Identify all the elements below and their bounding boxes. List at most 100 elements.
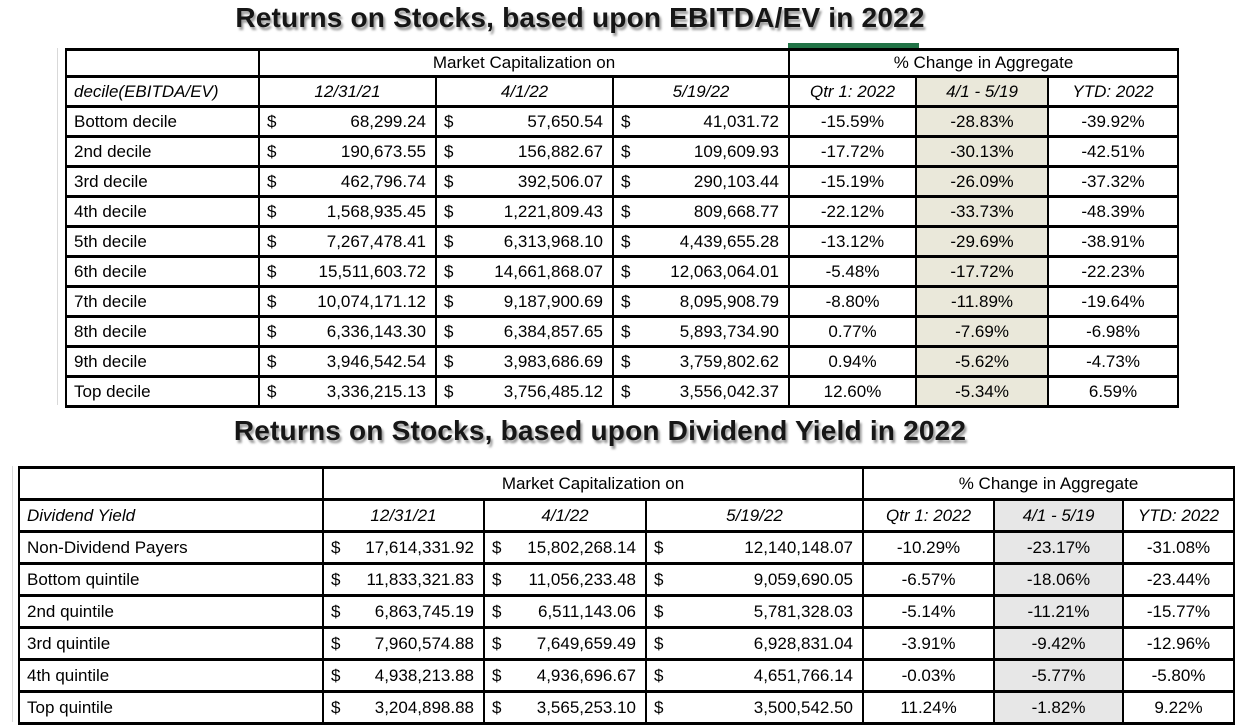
money-cell[interactable]: $6,511,143.06: [483, 594, 647, 629]
row-label[interactable]: 3rd decile: [65, 165, 260, 198]
pct-cell[interactable]: -0.03%: [862, 658, 996, 693]
pct-column-header[interactable]: YTD: 2022: [1047, 75, 1180, 108]
pct-cell[interactable]: 12.60%: [788, 375, 918, 408]
date-column-header[interactable]: 4/1/22: [435, 75, 614, 108]
money-cell[interactable]: $12,063,064.01: [611, 255, 791, 288]
pct-cell[interactable]: -15.19%: [788, 165, 918, 198]
pct-column-header-highlighted[interactable]: 4/1 - 5/19: [993, 498, 1125, 533]
pct-column-header-highlighted[interactable]: 4/1 - 5/19: [915, 75, 1050, 108]
money-cell[interactable]: $14,661,868.07: [435, 255, 614, 288]
date-column-header[interactable]: 4/1/22: [483, 498, 647, 533]
money-cell[interactable]: $4,936,696.67: [483, 658, 647, 693]
money-cell[interactable]: $3,336,215.13: [258, 375, 437, 408]
money-cell[interactable]: $4,938,213.88: [322, 658, 485, 693]
pct-cell-highlighted[interactable]: -11.89%: [915, 285, 1050, 318]
pct-cell-highlighted[interactable]: -28.83%: [915, 105, 1050, 138]
money-cell[interactable]: $109,609.93: [611, 135, 791, 168]
pct-cell[interactable]: -38.91%: [1047, 225, 1180, 258]
row-label[interactable]: 5th decile: [65, 225, 260, 258]
date-column-header[interactable]: 12/31/21: [322, 498, 485, 533]
blank-cell[interactable]: [65, 48, 260, 78]
pct-cell-highlighted[interactable]: -11.21%: [993, 594, 1125, 629]
pct-cell[interactable]: -15.59%: [788, 105, 918, 138]
pct-cell-highlighted[interactable]: -5.34%: [915, 375, 1050, 408]
money-cell[interactable]: $9,187,900.69: [435, 285, 614, 318]
money-cell[interactable]: $10,074,171.12: [258, 285, 437, 318]
pct-cell[interactable]: -6.98%: [1047, 315, 1180, 348]
money-cell[interactable]: $156,882.67: [435, 135, 614, 168]
pct-cell-highlighted[interactable]: -30.13%: [915, 135, 1050, 168]
pct-cell-highlighted[interactable]: -26.09%: [915, 165, 1050, 198]
money-cell[interactable]: $462,796.74: [258, 165, 437, 198]
row-label[interactable]: 2nd decile: [65, 135, 260, 168]
pct-cell[interactable]: 6.59%: [1047, 375, 1180, 408]
row-label[interactable]: 7th decile: [65, 285, 260, 318]
pct-cell[interactable]: -4.73%: [1047, 345, 1180, 378]
date-column-header[interactable]: 5/19/22: [611, 75, 791, 108]
pct-cell[interactable]: 0.94%: [788, 345, 918, 378]
money-cell[interactable]: $6,863,745.19: [322, 594, 485, 629]
pct-cell-highlighted[interactable]: -17.72%: [915, 255, 1050, 288]
pct-cell[interactable]: -6.57%: [862, 562, 996, 597]
money-cell[interactable]: $5,781,328.03: [644, 594, 865, 629]
money-cell[interactable]: $6,313,968.10: [435, 225, 614, 258]
money-cell[interactable]: $3,565,253.10: [483, 690, 647, 725]
row-label[interactable]: Top quintile: [18, 690, 324, 725]
money-cell[interactable]: $68,299.24: [258, 105, 437, 138]
pct-column-header[interactable]: Qtr 1: 2022: [862, 498, 996, 533]
money-cell[interactable]: $3,204,898.88: [322, 690, 485, 725]
money-cell[interactable]: $6,928,831.04: [644, 626, 865, 661]
money-cell[interactable]: $17,614,331.92: [322, 530, 485, 565]
pct-cell-highlighted[interactable]: -5.62%: [915, 345, 1050, 378]
pct-cell[interactable]: -5.80%: [1122, 658, 1236, 693]
pct-cell-highlighted[interactable]: -33.73%: [915, 195, 1050, 228]
label-column-header[interactable]: decile(EBITDA/EV): [65, 75, 260, 108]
row-label[interactable]: Bottom decile: [65, 105, 260, 138]
money-cell[interactable]: $392,506.07: [435, 165, 614, 198]
pct-cell[interactable]: -3.91%: [862, 626, 996, 661]
row-label[interactable]: 4th quintile: [18, 658, 324, 693]
pct-cell[interactable]: -31.08%: [1122, 530, 1236, 565]
date-column-header[interactable]: 12/31/21: [258, 75, 437, 108]
pct-cell[interactable]: -13.12%: [788, 225, 918, 258]
pct-cell[interactable]: -19.64%: [1047, 285, 1180, 318]
pct-cell-highlighted[interactable]: -9.42%: [993, 626, 1125, 661]
money-cell[interactable]: $12,140,148.07: [644, 530, 865, 565]
pct-cell[interactable]: -12.96%: [1122, 626, 1236, 661]
row-label[interactable]: 8th decile: [65, 315, 260, 348]
row-label[interactable]: Top decile: [65, 375, 260, 408]
money-cell[interactable]: $15,511,603.72: [258, 255, 437, 288]
date-column-header[interactable]: 5/19/22: [644, 498, 865, 533]
pct-cell[interactable]: -17.72%: [788, 135, 918, 168]
money-cell[interactable]: $41,031.72: [611, 105, 791, 138]
pct-cell-highlighted[interactable]: -1.82%: [993, 690, 1125, 725]
money-cell[interactable]: $3,759,802.62: [611, 345, 791, 378]
money-cell[interactable]: $1,568,935.45: [258, 195, 437, 228]
money-cell[interactable]: $3,556,042.37: [611, 375, 791, 408]
money-cell[interactable]: $5,893,734.90: [611, 315, 791, 348]
money-cell[interactable]: $7,960,574.88: [322, 626, 485, 661]
money-cell[interactable]: $3,500,542.50: [644, 690, 865, 725]
row-label[interactable]: 4th decile: [65, 195, 260, 228]
money-cell[interactable]: $15,802,268.14: [483, 530, 647, 565]
pct-cell-highlighted[interactable]: -29.69%: [915, 225, 1050, 258]
pct-cell[interactable]: -15.77%: [1122, 594, 1236, 629]
pct-cell[interactable]: 11.24%: [862, 690, 996, 725]
money-cell[interactable]: $3,756,485.12: [435, 375, 614, 408]
pct-cell[interactable]: 9.22%: [1122, 690, 1236, 725]
row-label[interactable]: 2nd quintile: [18, 594, 324, 629]
row-label[interactable]: Non-Dividend Payers: [18, 530, 324, 565]
pct-cell[interactable]: -5.14%: [862, 594, 996, 629]
money-cell[interactable]: $57,650.54: [435, 105, 614, 138]
money-cell[interactable]: $6,336,143.30: [258, 315, 437, 348]
market-cap-group-header[interactable]: Market Capitalization on: [321, 466, 865, 501]
money-cell[interactable]: $3,946,542.54: [258, 345, 437, 378]
money-cell[interactable]: $8,095,908.79: [611, 285, 791, 318]
pct-change-group-header[interactable]: % Change in Aggregate: [788, 48, 1180, 78]
pct-cell-highlighted[interactable]: -18.06%: [993, 562, 1125, 597]
pct-cell[interactable]: -39.92%: [1047, 105, 1180, 138]
pct-change-group-header[interactable]: % Change in Aggregate: [862, 466, 1236, 501]
pct-cell[interactable]: -48.39%: [1047, 195, 1180, 228]
money-cell[interactable]: $11,056,233.48: [483, 562, 647, 597]
pct-cell[interactable]: -10.29%: [862, 530, 996, 565]
